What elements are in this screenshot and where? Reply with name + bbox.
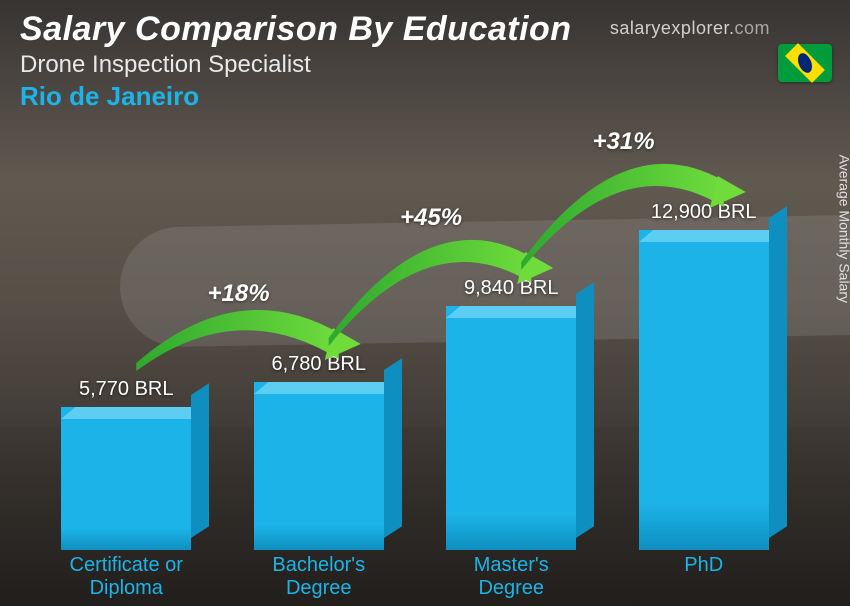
increment-label: +18% [208, 280, 270, 308]
x-axis-label: Certificate orDiploma [34, 554, 219, 600]
brand-main: salaryexplorer [610, 18, 729, 38]
y-axis-label: Average Monthly Salary [836, 155, 850, 303]
header: Salary Comparison By Education Drone Ins… [0, 0, 850, 112]
arc-path [521, 164, 724, 270]
x-axis-labels: Certificate orDiplomaBachelor'sDegreeMas… [30, 554, 800, 600]
brand-tld: com [734, 18, 770, 38]
chart-location: Rio de Janeiro [20, 81, 830, 112]
increment-label: +31% [593, 128, 655, 156]
flag-icon [778, 44, 832, 82]
flag-diamond [785, 43, 825, 83]
x-axis-label: Master'sDegree [419, 554, 604, 600]
x-axis-label: Bachelor'sDegree [226, 554, 411, 600]
bar-chart: 5,770 BRL6,780 BRL9,840 BRL12,900 BRL +1… [30, 160, 800, 550]
x-axis-label: PhD [611, 554, 796, 600]
chart-subtitle: Drone Inspection Specialist [20, 51, 830, 79]
flag-circle [796, 52, 813, 74]
increment-label: +45% [400, 204, 462, 232]
content-root: Salary Comparison By Education Drone Ins… [0, 0, 850, 606]
brand-watermark: salaryexplorer.com [610, 18, 770, 39]
